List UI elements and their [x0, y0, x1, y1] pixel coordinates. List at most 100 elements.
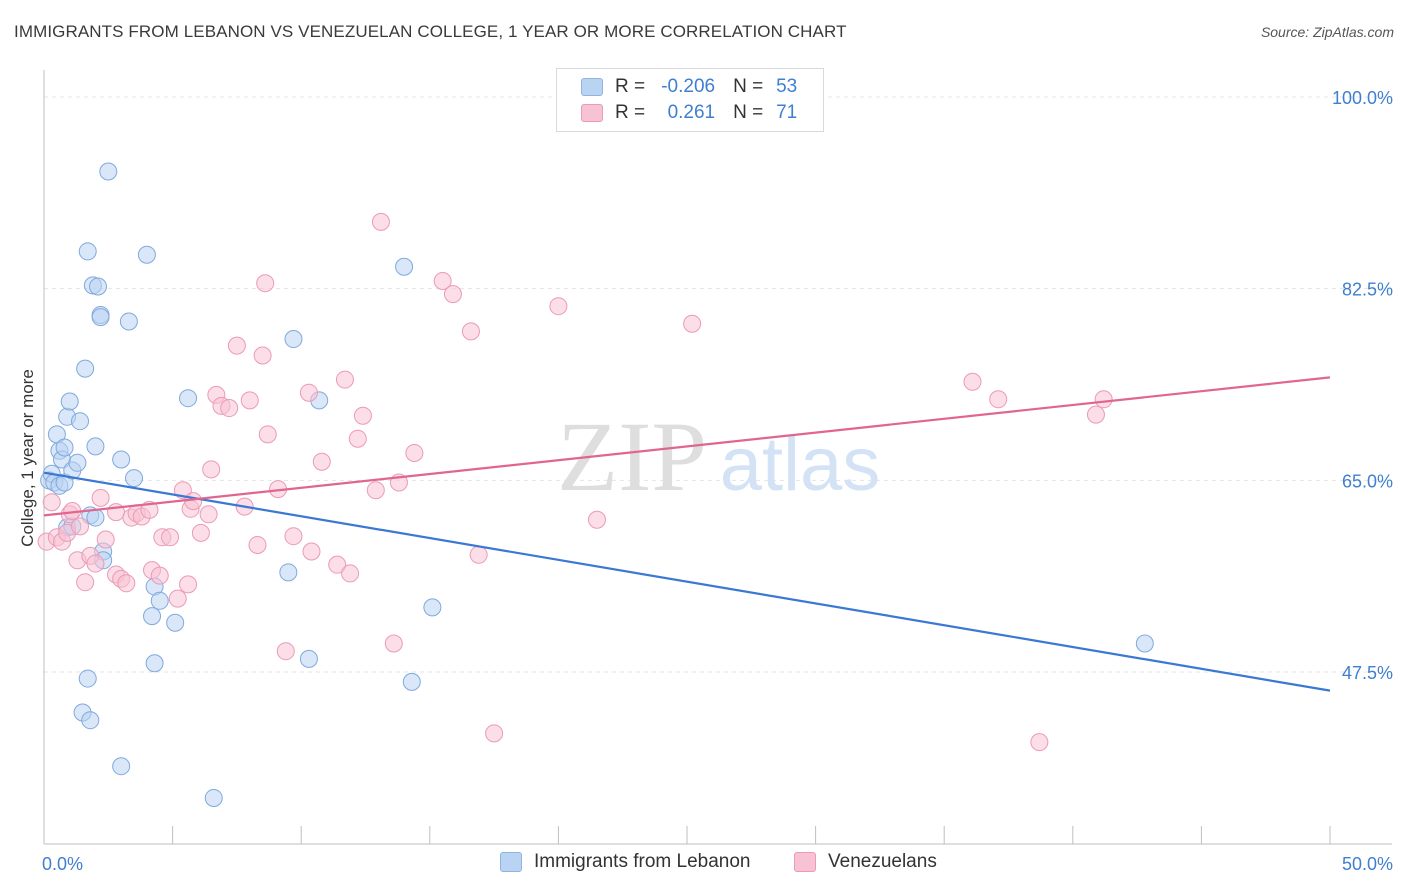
watermark-zip: ZIP: [557, 401, 707, 512]
point-venezuelans: [366, 481, 385, 500]
point-lebanon: [78, 242, 97, 261]
point-venezuelans: [683, 314, 702, 333]
point-lebanon: [89, 277, 108, 296]
point-venezuelans: [227, 336, 246, 355]
legend-row-pink: R = 0.261 N = 71: [581, 100, 797, 126]
point-venezuelans: [328, 555, 347, 574]
point-lebanon: [145, 654, 164, 673]
r-value-pink: 0.261: [667, 102, 716, 123]
pink-swatch: [581, 104, 603, 122]
source-credit: Source: ZipAtlas.com: [1260, 24, 1394, 40]
point-venezuelans: [989, 390, 1008, 409]
y-tick-label: 100.0%: [1332, 88, 1393, 108]
point-lebanon: [395, 257, 414, 276]
point-lebanon: [1135, 634, 1154, 653]
point-lebanon: [76, 359, 95, 378]
point-lebanon: [284, 330, 303, 349]
legend-label-venezuelans: Venezuelans: [828, 851, 937, 872]
point-lebanon: [423, 598, 442, 617]
lebanon-swatch: [500, 852, 522, 872]
trend-line-venezuelans: [43, 376, 1331, 517]
legend-item-lebanon: Immigrants from Lebanon: [500, 851, 751, 873]
trend-lines: [43, 376, 1331, 692]
point-venezuelans: [117, 574, 136, 593]
point-lebanon: [125, 469, 144, 488]
point-lebanon: [86, 508, 105, 527]
point-venezuelans: [1086, 405, 1105, 424]
r-label: R =: [615, 76, 646, 97]
point-venezuelans: [96, 530, 115, 549]
point-venezuelans: [276, 642, 295, 661]
point-venezuelans: [202, 460, 221, 479]
point-lebanon: [150, 591, 169, 610]
point-lebanon: [112, 757, 131, 776]
point-venezuelans: [199, 505, 218, 524]
point-lebanon: [91, 308, 110, 327]
point-lebanon: [204, 788, 223, 807]
point-venezuelans: [220, 399, 239, 418]
point-venezuelans: [371, 212, 390, 231]
point-venezuelans: [71, 517, 90, 536]
point-venezuelans: [469, 545, 488, 564]
point-venezuelans: [312, 452, 331, 471]
point-lebanon: [86, 437, 105, 456]
point-venezuelans: [284, 527, 303, 546]
point-lebanon: [119, 312, 138, 331]
point-venezuelans: [433, 272, 452, 290]
point-venezuelans: [485, 724, 504, 743]
point-venezuelans: [963, 372, 982, 391]
point-lebanon: [179, 389, 198, 408]
series-legend: Immigrants from Lebanon Venezuelans: [0, 851, 1406, 879]
r-value-blue: -0.206: [661, 76, 716, 97]
point-venezuelans: [299, 383, 318, 402]
n-label: N =: [733, 76, 764, 97]
legend-item-venezuelans: Venezuelans: [794, 851, 937, 873]
point-venezuelans: [1030, 733, 1049, 752]
point-venezuelans: [341, 564, 360, 583]
point-venezuelans: [184, 492, 203, 511]
point-venezuelans: [384, 634, 403, 653]
n-label: N =: [733, 102, 764, 123]
y-tick-label: 82.5%: [1342, 280, 1393, 300]
point-venezuelans: [240, 391, 259, 410]
x-tick-label: 0.0%: [42, 854, 83, 874]
point-venezuelans: [140, 500, 159, 519]
point-venezuelans: [1094, 390, 1113, 409]
point-lebanon: [55, 438, 74, 457]
point-venezuelans: [443, 285, 462, 304]
point-venezuelans: [91, 488, 110, 507]
tick-labels: 47.5% 65.0% 82.5% 100.0% 0.0% 50.0%: [42, 88, 1393, 874]
watermark-atlas: atlas: [720, 422, 881, 507]
point-venezuelans: [179, 575, 198, 594]
point-lebanon: [68, 453, 87, 472]
data-points: [37, 162, 1154, 807]
point-lebanon: [81, 711, 100, 730]
point-lebanon: [99, 162, 118, 181]
correlation-legend: R = -0.206 N = 53 R = 0.261 N = 71: [556, 68, 824, 132]
x-tick-label: 50.0%: [1342, 854, 1393, 874]
point-lebanon: [71, 412, 90, 431]
point-venezuelans: [335, 370, 354, 389]
point-venezuelans: [405, 443, 424, 462]
n-value-blue: 53: [776, 76, 798, 97]
point-venezuelans: [42, 493, 61, 512]
chart-title: IMMIGRANTS FROM LEBANON VS VENEZUELAN CO…: [14, 22, 847, 41]
y-tick-label: 65.0%: [1342, 471, 1393, 491]
axes: [43, 70, 1392, 845]
n-value-pink: 71: [776, 102, 798, 123]
point-venezuelans: [76, 573, 95, 592]
point-venezuelans: [168, 589, 187, 608]
y-tick-label: 47.5%: [1342, 663, 1393, 683]
point-lebanon: [402, 672, 421, 691]
point-venezuelans: [150, 566, 169, 585]
point-venezuelans: [248, 535, 267, 554]
point-venezuelans: [549, 297, 568, 316]
point-lebanon: [112, 450, 131, 469]
point-lebanon: [137, 245, 156, 264]
legend-row-blue: R = -0.206 N = 53: [581, 74, 797, 100]
point-venezuelans: [258, 425, 277, 444]
point-lebanon: [78, 669, 97, 688]
point-venezuelans: [461, 322, 480, 341]
point-venezuelans: [302, 542, 321, 561]
